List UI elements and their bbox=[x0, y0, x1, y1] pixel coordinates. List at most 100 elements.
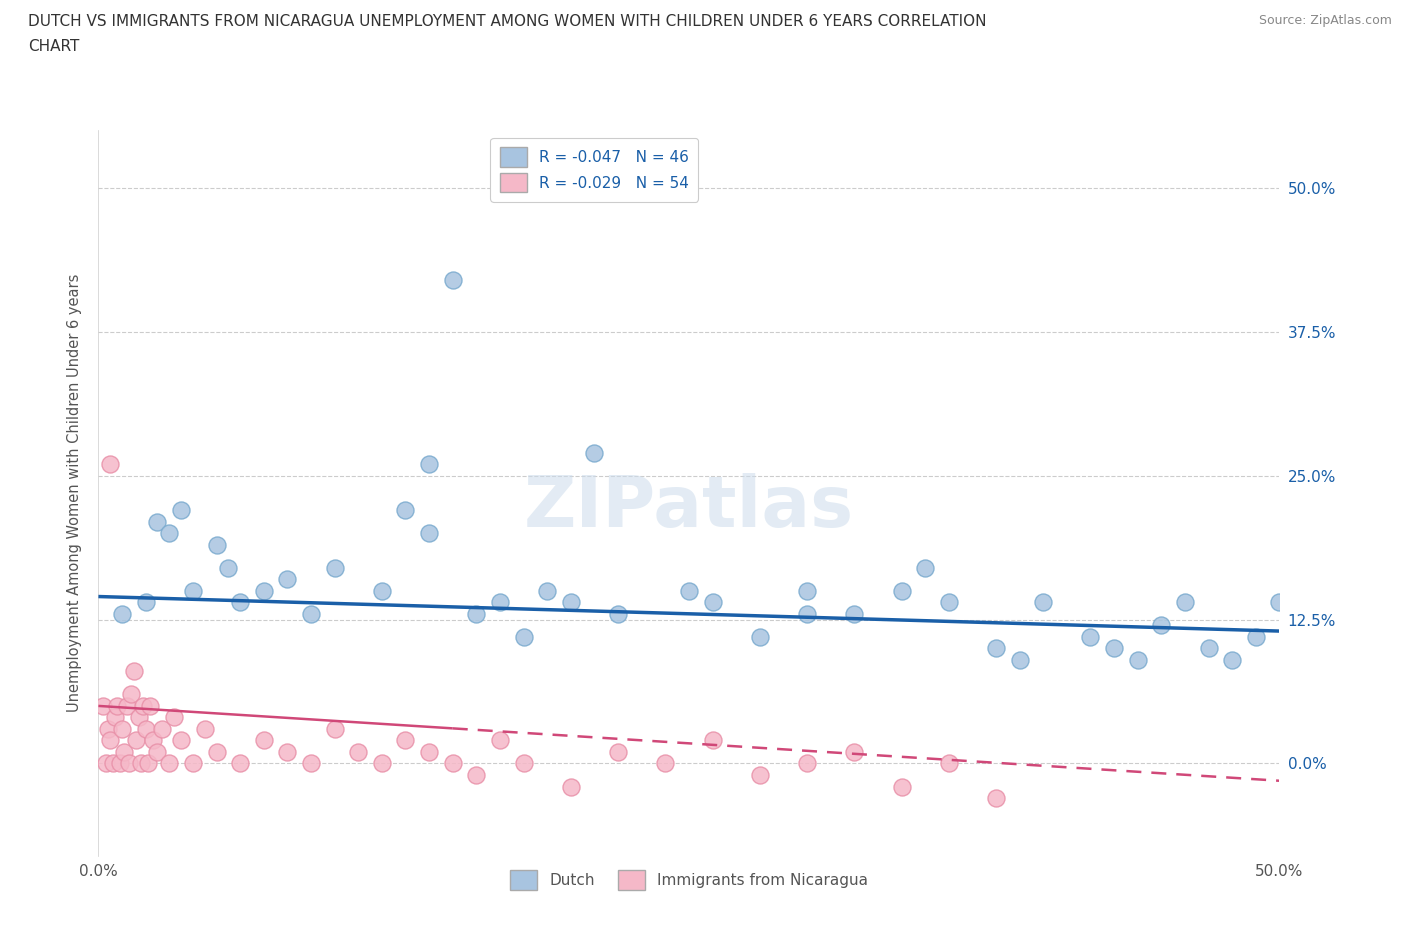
Point bbox=[205, 745, 228, 760]
Point bbox=[276, 572, 298, 587]
Point bbox=[91, 698, 114, 713]
Point bbox=[890, 779, 912, 794]
Point bbox=[441, 272, 464, 287]
Point bbox=[938, 595, 960, 610]
Point bbox=[108, 756, 131, 771]
Point bbox=[418, 745, 440, 760]
Point bbox=[150, 722, 173, 737]
Point bbox=[217, 560, 239, 575]
Point bbox=[702, 733, 724, 748]
Point bbox=[748, 767, 770, 782]
Point bbox=[98, 457, 121, 472]
Point bbox=[135, 722, 157, 737]
Point bbox=[157, 756, 180, 771]
Point bbox=[560, 595, 582, 610]
Point bbox=[97, 722, 120, 737]
Point bbox=[229, 595, 252, 610]
Point bbox=[276, 745, 298, 760]
Point bbox=[104, 710, 127, 724]
Point bbox=[253, 583, 276, 598]
Point bbox=[1174, 595, 1197, 610]
Point bbox=[253, 733, 276, 748]
Text: CHART: CHART bbox=[28, 39, 80, 54]
Text: ZIPatlas: ZIPatlas bbox=[524, 473, 853, 542]
Point bbox=[139, 698, 162, 713]
Point bbox=[142, 733, 165, 748]
Point bbox=[194, 722, 217, 737]
Point bbox=[418, 525, 440, 540]
Point bbox=[299, 756, 322, 771]
Point bbox=[938, 756, 960, 771]
Point bbox=[702, 595, 724, 610]
Point bbox=[163, 710, 186, 724]
Point bbox=[1032, 595, 1054, 610]
Point bbox=[299, 606, 322, 621]
Point bbox=[105, 698, 128, 713]
Point bbox=[128, 710, 150, 724]
Point bbox=[115, 698, 138, 713]
Point bbox=[465, 767, 488, 782]
Point bbox=[146, 514, 169, 529]
Point bbox=[512, 630, 534, 644]
Point bbox=[229, 756, 252, 771]
Point bbox=[1268, 595, 1291, 610]
Legend: Dutch, Immigrants from Nicaragua: Dutch, Immigrants from Nicaragua bbox=[501, 861, 877, 898]
Point bbox=[371, 583, 394, 598]
Point bbox=[111, 606, 134, 621]
Point bbox=[112, 745, 135, 760]
Point bbox=[111, 722, 134, 737]
Point bbox=[418, 457, 440, 472]
Point bbox=[560, 779, 582, 794]
Point bbox=[136, 756, 159, 771]
Point bbox=[181, 583, 204, 598]
Point bbox=[323, 722, 346, 737]
Point bbox=[796, 583, 818, 598]
Point bbox=[512, 756, 534, 771]
Point bbox=[465, 606, 488, 621]
Point bbox=[607, 745, 630, 760]
Point bbox=[129, 756, 152, 771]
Point bbox=[1126, 653, 1149, 668]
Point bbox=[796, 606, 818, 621]
Point bbox=[844, 745, 866, 760]
Point bbox=[984, 790, 1007, 805]
Point bbox=[122, 664, 145, 679]
Point bbox=[146, 745, 169, 760]
Point bbox=[347, 745, 370, 760]
Point bbox=[678, 583, 700, 598]
Point bbox=[1198, 641, 1220, 656]
Point bbox=[844, 606, 866, 621]
Point bbox=[654, 756, 676, 771]
Point bbox=[170, 503, 193, 518]
Point bbox=[607, 606, 630, 621]
Point bbox=[583, 445, 606, 460]
Point bbox=[1008, 653, 1031, 668]
Point bbox=[118, 756, 141, 771]
Point bbox=[132, 698, 155, 713]
Point bbox=[394, 733, 416, 748]
Point bbox=[890, 583, 912, 598]
Point bbox=[205, 538, 228, 552]
Y-axis label: Unemployment Among Women with Children Under 6 years: Unemployment Among Women with Children U… bbox=[67, 273, 83, 712]
Point bbox=[984, 641, 1007, 656]
Point bbox=[1244, 630, 1267, 644]
Point bbox=[536, 583, 558, 598]
Point bbox=[441, 756, 464, 771]
Point bbox=[125, 733, 148, 748]
Point bbox=[489, 595, 512, 610]
Text: Source: ZipAtlas.com: Source: ZipAtlas.com bbox=[1258, 14, 1392, 27]
Point bbox=[323, 560, 346, 575]
Point bbox=[1102, 641, 1125, 656]
Point bbox=[101, 756, 124, 771]
Point bbox=[121, 687, 143, 702]
Text: DUTCH VS IMMIGRANTS FROM NICARAGUA UNEMPLOYMENT AMONG WOMEN WITH CHILDREN UNDER : DUTCH VS IMMIGRANTS FROM NICARAGUA UNEMP… bbox=[28, 14, 987, 29]
Point bbox=[157, 525, 180, 540]
Point bbox=[170, 733, 193, 748]
Point bbox=[914, 560, 936, 575]
Point bbox=[98, 733, 121, 748]
Point bbox=[371, 756, 394, 771]
Point bbox=[489, 733, 512, 748]
Point bbox=[748, 630, 770, 644]
Point bbox=[1080, 630, 1102, 644]
Point bbox=[394, 503, 416, 518]
